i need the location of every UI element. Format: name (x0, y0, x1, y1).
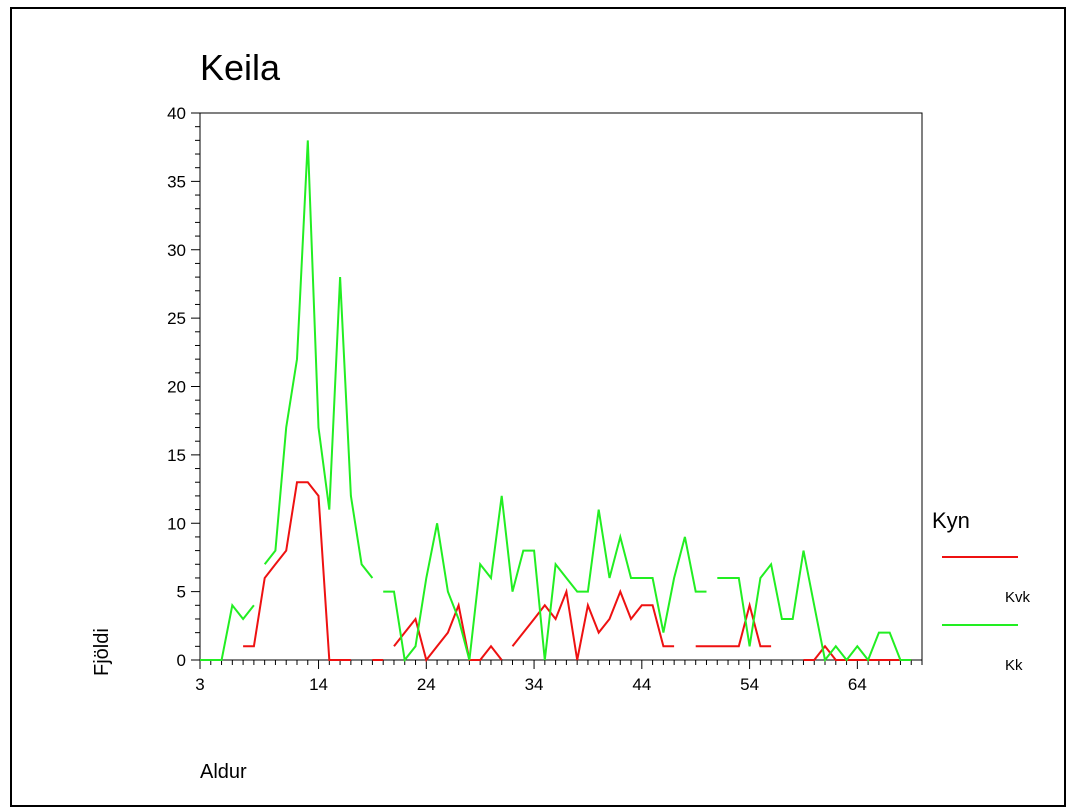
x-tick-label: 64 (848, 675, 867, 694)
x-axis-label: Aldur (200, 761, 247, 783)
x-tick-label: 3 (195, 675, 204, 694)
series-line-kk (717, 550, 912, 662)
x-tick-label: 44 (632, 675, 651, 694)
x-tick-label: 54 (740, 675, 759, 694)
series-layer (200, 140, 954, 662)
series-line-kvk (511, 587, 675, 661)
y-tick-label: 30 (167, 241, 186, 260)
x-axis: 3 14 24 34 44 54 64 (195, 660, 923, 694)
y-axis-label: Fjöldi (91, 628, 113, 676)
legend-label-kk: Kk (1005, 657, 1023, 674)
series-line-kk (263, 140, 374, 579)
series-line-kk (922, 633, 954, 660)
legend-label-kvk: Kvk (1005, 589, 1031, 606)
y-tick-label: 25 (167, 309, 186, 328)
x-tick-label: 34 (525, 675, 544, 694)
series-line-kvk (695, 601, 772, 648)
y-tick-label: 40 (167, 104, 186, 123)
series-line-kvk (393, 601, 503, 662)
y-tick-label: 35 (167, 172, 186, 191)
chart-title: Keila (200, 47, 281, 88)
plot-area (199, 112, 923, 661)
chart-frame (10, 7, 1066, 807)
y-tick-label: 0 (177, 651, 186, 670)
legend-title: Kyn (932, 508, 970, 533)
legend: Kyn Kvk Kk (932, 508, 1031, 674)
series-line-kvk (803, 644, 912, 661)
series-line-kk (200, 602, 255, 661)
y-axis: 0 5 10 15 20 25 30 35 40 (167, 104, 200, 670)
y-tick-label: 5 (177, 583, 186, 602)
y-tick-label: 15 (167, 446, 186, 465)
x-tick-label: 14 (309, 675, 328, 694)
y-tick-label: 20 (167, 378, 186, 397)
y-tick-label: 10 (167, 514, 186, 533)
series-line-kvk (243, 481, 351, 661)
series-line-kk (383, 495, 707, 662)
x-tick-label: 24 (417, 675, 436, 694)
